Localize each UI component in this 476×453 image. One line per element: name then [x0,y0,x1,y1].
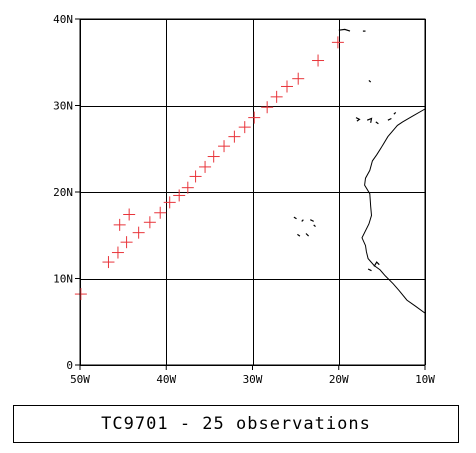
island-outline [338,28,351,32]
island-outline [373,261,380,267]
island-outline [366,117,373,123]
observation-point [173,189,186,202]
island-outline [305,233,310,237]
observation-point [292,72,305,85]
island-outline [293,216,297,220]
x-tick-label: 30W [243,373,263,386]
coastline-layer [293,28,426,314]
y-tick-label: 10N [53,273,73,286]
observation-point [238,121,251,134]
observation-point [189,170,202,183]
observation-point [261,101,274,114]
observation-point [120,236,133,249]
observation-point [102,256,115,269]
x-tick-label: 50W [70,373,90,386]
island-outline [387,117,392,121]
island-outline [368,79,372,83]
observation-point [207,150,220,163]
track-map: 50W 40W 30W 20W 10W 0 10N 20N 30N 40N [53,13,435,386]
observation-point [154,206,167,219]
observation-point [331,36,344,49]
caption-text: TC9701 - 25 observations [101,414,371,434]
y-tick-label: 40N [53,13,73,26]
island-outline [375,121,379,125]
observation-point [111,246,124,259]
observation-point [312,54,325,67]
observation-point [199,160,212,173]
observation-point [143,216,156,229]
island-outline [393,111,397,115]
x-tick-label: 10W [415,373,435,386]
observation-point [74,288,87,301]
x-tick-label: 40W [156,373,176,386]
observation-point [218,140,231,153]
island-outline [313,224,316,228]
africa-coastline [361,108,426,314]
observation-markers [74,36,344,301]
y-axis-ticks: 0 10N 20N 30N 40N [53,13,80,372]
observation-point [181,181,194,194]
observation-point [132,226,145,239]
observation-point [123,208,136,221]
island-outline [310,219,314,222]
observation-point [281,80,293,93]
x-axis-ticks: 50W 40W 30W 20W 10W [70,365,435,386]
observation-point [228,130,241,143]
x-tick-label: 20W [329,373,349,386]
observation-point [248,111,261,124]
observation-point [270,90,283,103]
island-outline [297,233,301,237]
caption-box: TC9701 - 25 observations [13,405,459,443]
observation-point [113,218,126,231]
y-tick-label: 0 [66,359,73,372]
island-outline [355,117,361,122]
y-tick-label: 20N [53,186,73,199]
y-tick-label: 30N [53,100,73,113]
island-outline [367,268,372,272]
observation-point [163,196,176,209]
island-outline [301,219,304,222]
